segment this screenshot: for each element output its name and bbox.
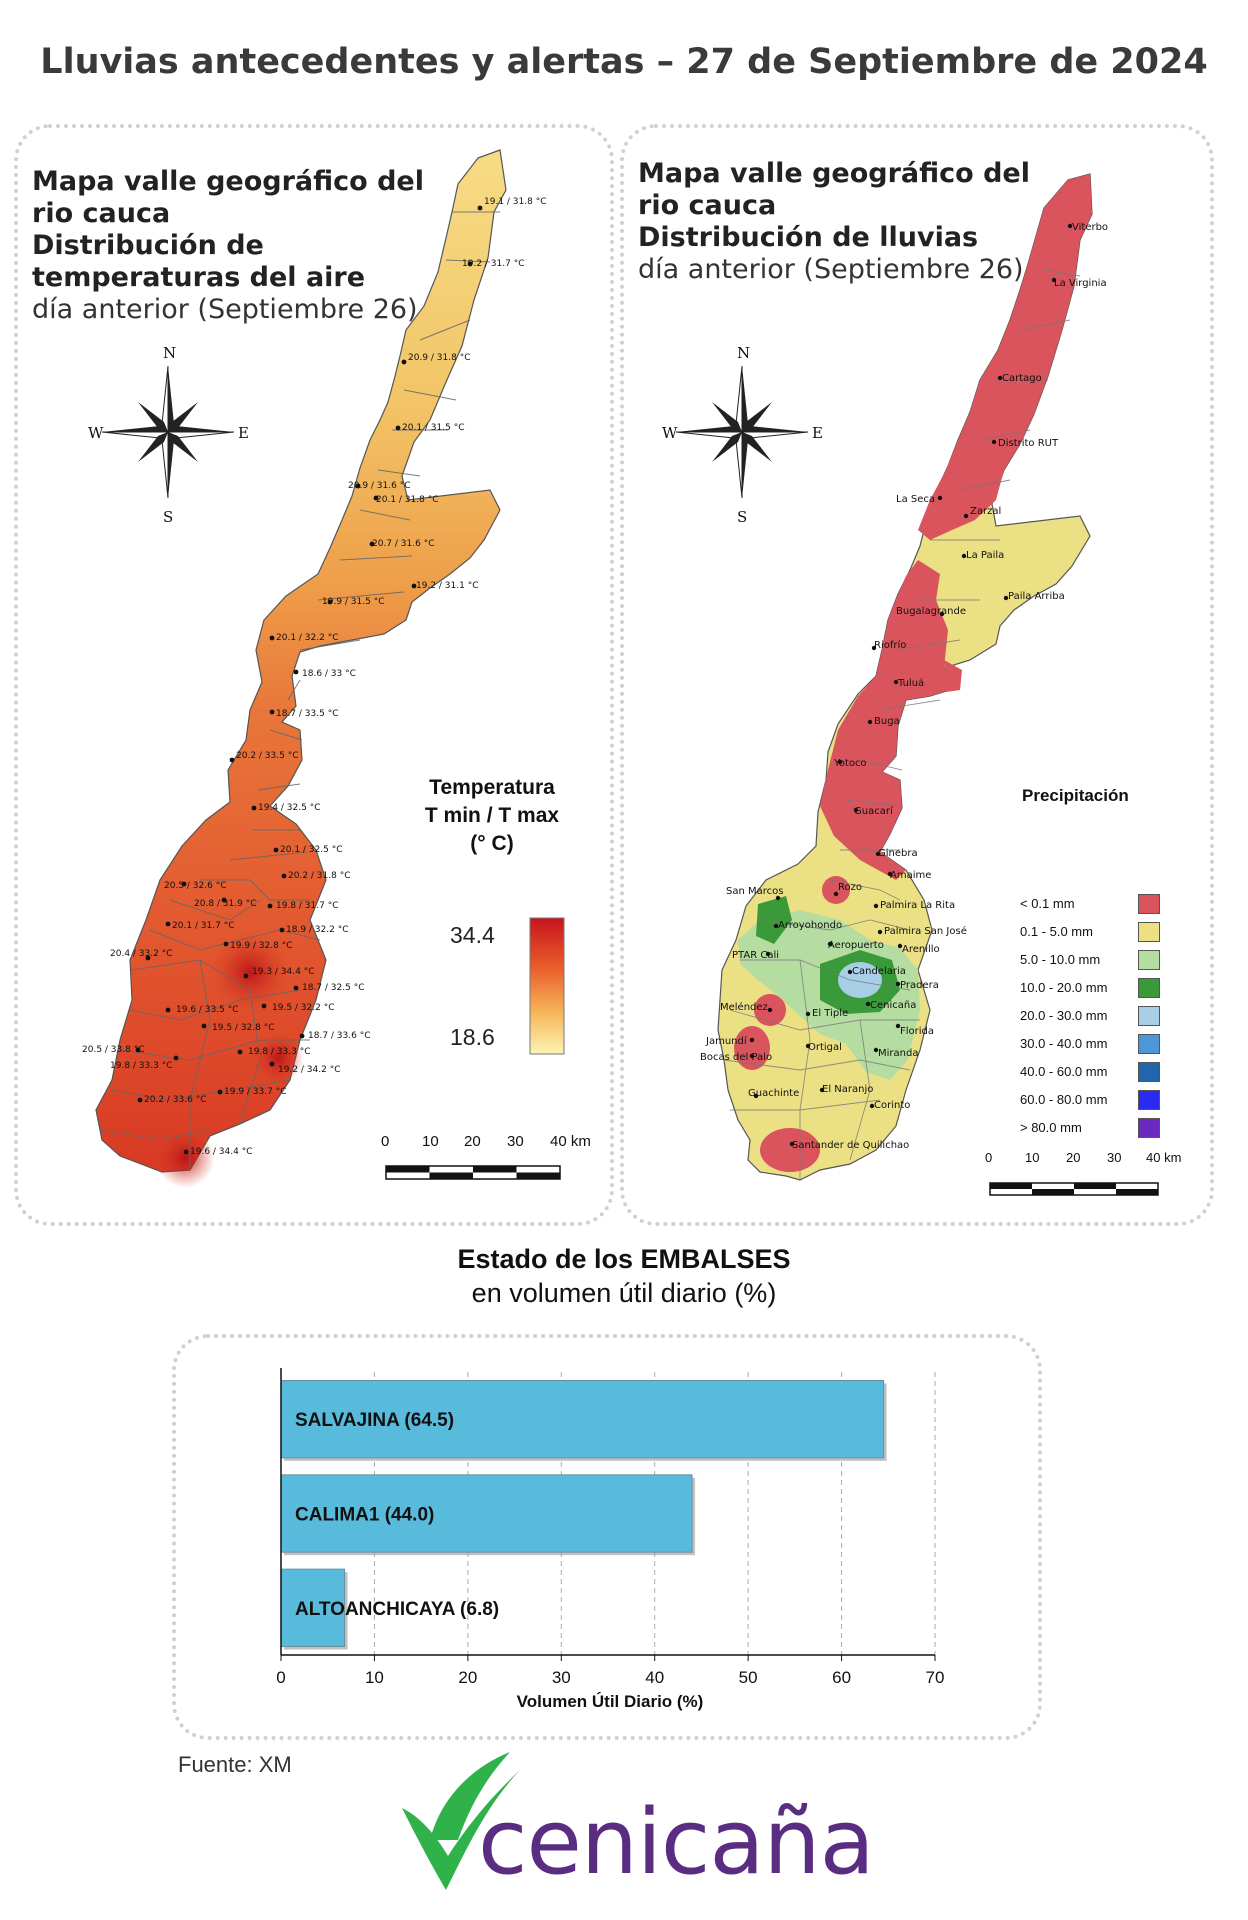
source-note: Fuente: XM bbox=[178, 1752, 292, 1777]
precipitation-legend-title: Precipitación bbox=[1022, 786, 1129, 805]
precip-legend-row: 30.0 - 40.0 mm bbox=[1020, 1034, 1170, 1056]
temperature-legend-max: 34.4 bbox=[450, 922, 495, 948]
temperature-map-panel bbox=[14, 124, 614, 1226]
logo-wordmark: cenicaña bbox=[478, 1790, 875, 1895]
precip-legend-row: 40.0 - 60.0 mm bbox=[1020, 1062, 1170, 1084]
precip-legend-row: 20.0 - 30.0 mm bbox=[1020, 1006, 1170, 1028]
temperature-map-title: Mapa valle geográfico del rio cauca Dist… bbox=[32, 166, 424, 325]
temperature-legend-min: 18.6 bbox=[450, 1024, 495, 1050]
precip-swatch bbox=[1138, 1118, 1160, 1138]
precip-swatch bbox=[1138, 1006, 1160, 1026]
precip-swatch bbox=[1138, 1034, 1160, 1054]
precip-legend-row: 60.0 - 80.0 mm bbox=[1020, 1090, 1170, 1112]
precip-legend-row: 5.0 - 10.0 mm bbox=[1020, 950, 1170, 972]
precip-swatch bbox=[1138, 922, 1160, 942]
precip-swatch bbox=[1138, 950, 1160, 970]
temperature-legend-title: Temperatura T min / T max (° C) bbox=[424, 776, 560, 855]
rain-map-panel bbox=[620, 124, 1214, 1226]
rain-map-title: Mapa valle geográfico del rio cauca Dist… bbox=[638, 158, 1030, 285]
precip-swatch bbox=[1138, 1062, 1160, 1082]
page-title: Lluvias antecedentes y alertas – 27 de S… bbox=[40, 42, 1208, 82]
precip-legend-row: 10.0 - 20.0 mm bbox=[1020, 978, 1170, 1000]
precip-swatch bbox=[1138, 1090, 1160, 1110]
precip-legend-row: 0.1 - 5.0 mm bbox=[1020, 922, 1170, 944]
reservoirs-subtitle: en volumen útil diario (%) bbox=[471, 1278, 777, 1308]
reservoirs-title: Estado de los EMBALSES bbox=[457, 1244, 791, 1274]
precip-swatch bbox=[1138, 894, 1160, 914]
reservoirs-chart-panel bbox=[172, 1334, 1042, 1740]
precip-legend-row: < 0.1 mm bbox=[1020, 894, 1170, 916]
precip-legend-row: > 80.0 mm bbox=[1020, 1118, 1170, 1140]
precip-swatch bbox=[1138, 978, 1160, 998]
